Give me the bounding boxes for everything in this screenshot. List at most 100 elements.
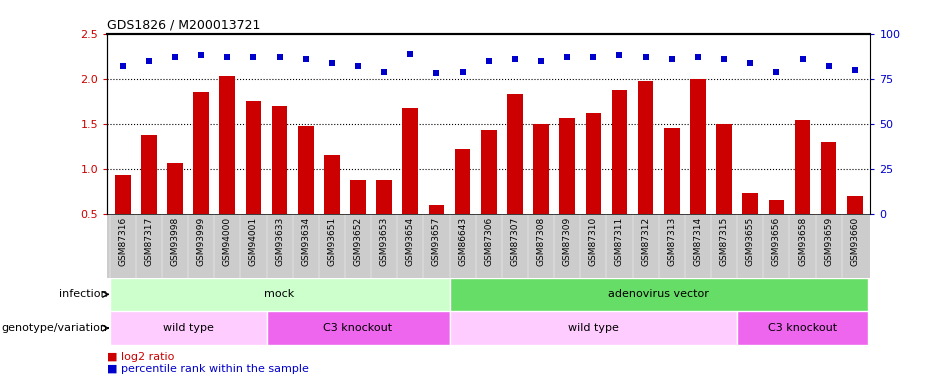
Point (481, 58, 496, 64)
Bar (737, 311, 868, 345)
Text: GSM93659: GSM93659 (824, 217, 833, 266)
Text: adenovirus vector: adenovirus vector (608, 290, 709, 299)
Text: GSM94001: GSM94001 (249, 217, 258, 266)
Bar (821, 142, 836, 214)
Point (272, 54, 287, 60)
Bar (246, 101, 262, 214)
Text: ■ percentile rank within the sample: ■ percentile rank within the sample (107, 364, 309, 374)
Text: GSM93655: GSM93655 (746, 217, 755, 266)
Point (115, 63, 130, 69)
Bar (266, 311, 450, 345)
Point (533, 58, 548, 64)
Bar (376, 180, 392, 214)
Text: GSM93660: GSM93660 (850, 217, 859, 266)
Text: GSM93657: GSM93657 (432, 217, 441, 266)
Bar (110, 311, 266, 345)
Text: GSM87307: GSM87307 (510, 217, 519, 266)
Text: GDS1826 / M200013721: GDS1826 / M200013721 (107, 18, 261, 31)
Bar (690, 79, 706, 214)
Text: GSM93654: GSM93654 (406, 217, 415, 266)
Bar (450, 311, 737, 345)
Point (560, 54, 574, 60)
Point (168, 54, 182, 60)
Text: ■ log2 ratio: ■ log2 ratio (107, 352, 174, 362)
Bar (795, 120, 810, 214)
Bar (428, 205, 444, 214)
Text: GSM87308: GSM87308 (536, 217, 546, 266)
Text: GSM94000: GSM94000 (223, 217, 232, 266)
Bar (350, 180, 366, 214)
Text: genotype/variation: genotype/variation (1, 323, 107, 333)
Point (325, 60, 340, 66)
Bar (533, 124, 549, 214)
Point (586, 54, 600, 60)
Bar (115, 175, 130, 214)
Point (847, 67, 862, 73)
Bar (454, 149, 470, 214)
Text: mock: mock (264, 290, 295, 299)
Point (821, 63, 836, 69)
Text: GSM87310: GSM87310 (588, 217, 598, 266)
Point (403, 51, 418, 57)
Point (691, 54, 706, 60)
Point (638, 54, 653, 60)
Text: GSM87306: GSM87306 (484, 217, 493, 266)
Bar (638, 81, 654, 214)
Text: GSM87313: GSM87313 (668, 217, 676, 266)
Bar (110, 278, 450, 311)
Text: GSM93656: GSM93656 (772, 217, 781, 266)
Bar (716, 124, 732, 214)
Text: GSM93999: GSM93999 (196, 217, 206, 266)
Point (795, 56, 810, 62)
Point (429, 70, 444, 76)
Point (377, 69, 392, 75)
Bar (450, 278, 868, 311)
Text: GSM93658: GSM93658 (798, 217, 807, 266)
Bar (507, 94, 523, 214)
Text: GSM87312: GSM87312 (641, 217, 650, 266)
Text: GSM86643: GSM86643 (458, 217, 467, 266)
Bar (768, 200, 784, 214)
Bar (742, 193, 758, 214)
Bar (402, 108, 418, 214)
Bar (194, 92, 209, 214)
Bar (481, 130, 496, 214)
Point (246, 54, 261, 60)
Point (298, 56, 313, 62)
Text: GSM87317: GSM87317 (144, 217, 154, 266)
Text: infection: infection (59, 290, 107, 299)
Bar (168, 164, 182, 214)
Text: GSM87311: GSM87311 (615, 217, 624, 266)
Bar (586, 113, 601, 214)
Text: GSM93651: GSM93651 (328, 217, 336, 266)
Bar (560, 118, 575, 214)
Text: GSM93653: GSM93653 (380, 217, 389, 266)
Point (194, 53, 209, 58)
Point (220, 54, 235, 60)
Bar (220, 76, 236, 214)
Point (507, 56, 522, 62)
Point (665, 56, 680, 62)
Bar (324, 155, 340, 214)
Text: C3 knockout: C3 knockout (768, 323, 837, 333)
Text: GSM87316: GSM87316 (118, 217, 128, 266)
Point (612, 53, 627, 58)
Bar (612, 90, 627, 214)
Text: wild type: wild type (568, 323, 619, 333)
Text: wild type: wild type (163, 323, 213, 333)
Bar (272, 106, 288, 214)
Point (142, 58, 156, 64)
Text: C3 knockout: C3 knockout (323, 323, 393, 333)
Text: GSM93634: GSM93634 (302, 217, 310, 266)
Text: GSM93633: GSM93633 (276, 217, 284, 266)
Text: GSM93998: GSM93998 (170, 217, 180, 266)
Text: GSM87309: GSM87309 (562, 217, 572, 266)
Bar (664, 128, 680, 214)
Point (717, 56, 732, 62)
Text: GSM93652: GSM93652 (354, 217, 362, 266)
Point (769, 69, 784, 75)
Bar (298, 126, 314, 214)
Point (743, 60, 758, 66)
Text: GSM87315: GSM87315 (720, 217, 729, 266)
Bar (142, 135, 156, 214)
